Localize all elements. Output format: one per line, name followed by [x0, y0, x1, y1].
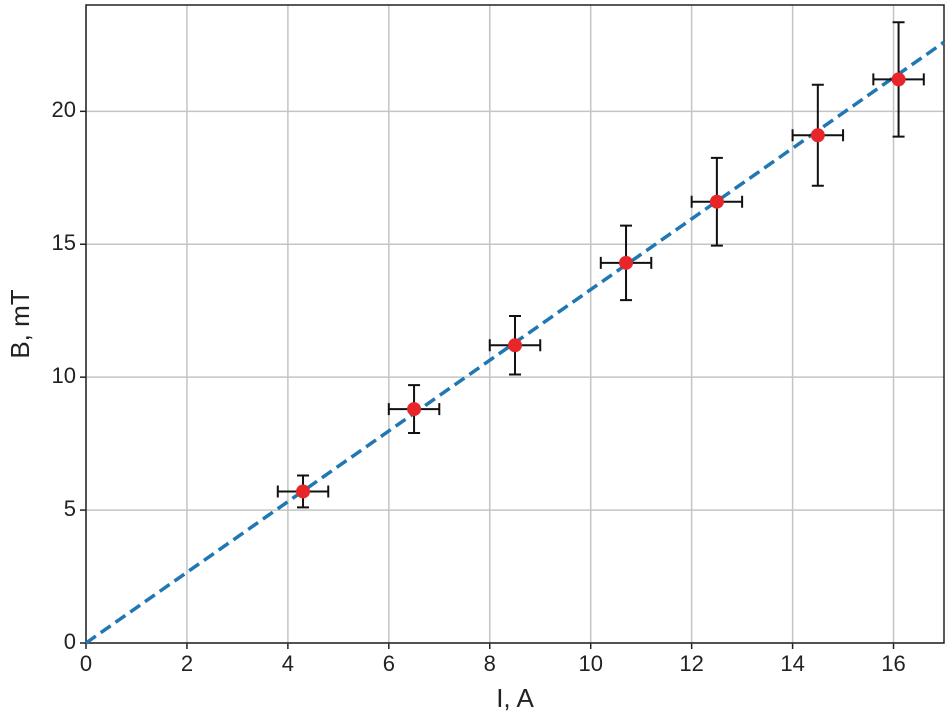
y-tick-label: 10	[52, 363, 76, 388]
plot-frame	[85, 4, 945, 644]
data-point	[296, 484, 311, 499]
y-tick-label: 20	[52, 97, 76, 122]
data-point	[709, 194, 724, 209]
x-tick-label: 0	[80, 651, 92, 676]
y-tick-label: 5	[64, 496, 76, 521]
x-tick-label: 8	[484, 651, 496, 676]
data-point	[810, 128, 825, 143]
data-point	[508, 338, 522, 353]
x-axis-label: I, A	[496, 683, 534, 713]
data-point	[891, 72, 906, 87]
data-point	[407, 402, 422, 417]
y-tick-label: 0	[64, 629, 76, 654]
x-tick-label: 2	[181, 651, 193, 676]
x-tick-label: 14	[780, 651, 804, 676]
y-tick-label: 15	[52, 230, 76, 255]
y-axis-label: B, mT	[5, 289, 35, 358]
x-tick-label: 10	[578, 651, 602, 676]
x-tick-label: 12	[679, 651, 703, 676]
x-tick-label: 16	[881, 651, 905, 676]
x-tick-label: 4	[282, 651, 294, 676]
x-tick-label: 6	[383, 651, 395, 676]
data-point	[619, 255, 634, 270]
